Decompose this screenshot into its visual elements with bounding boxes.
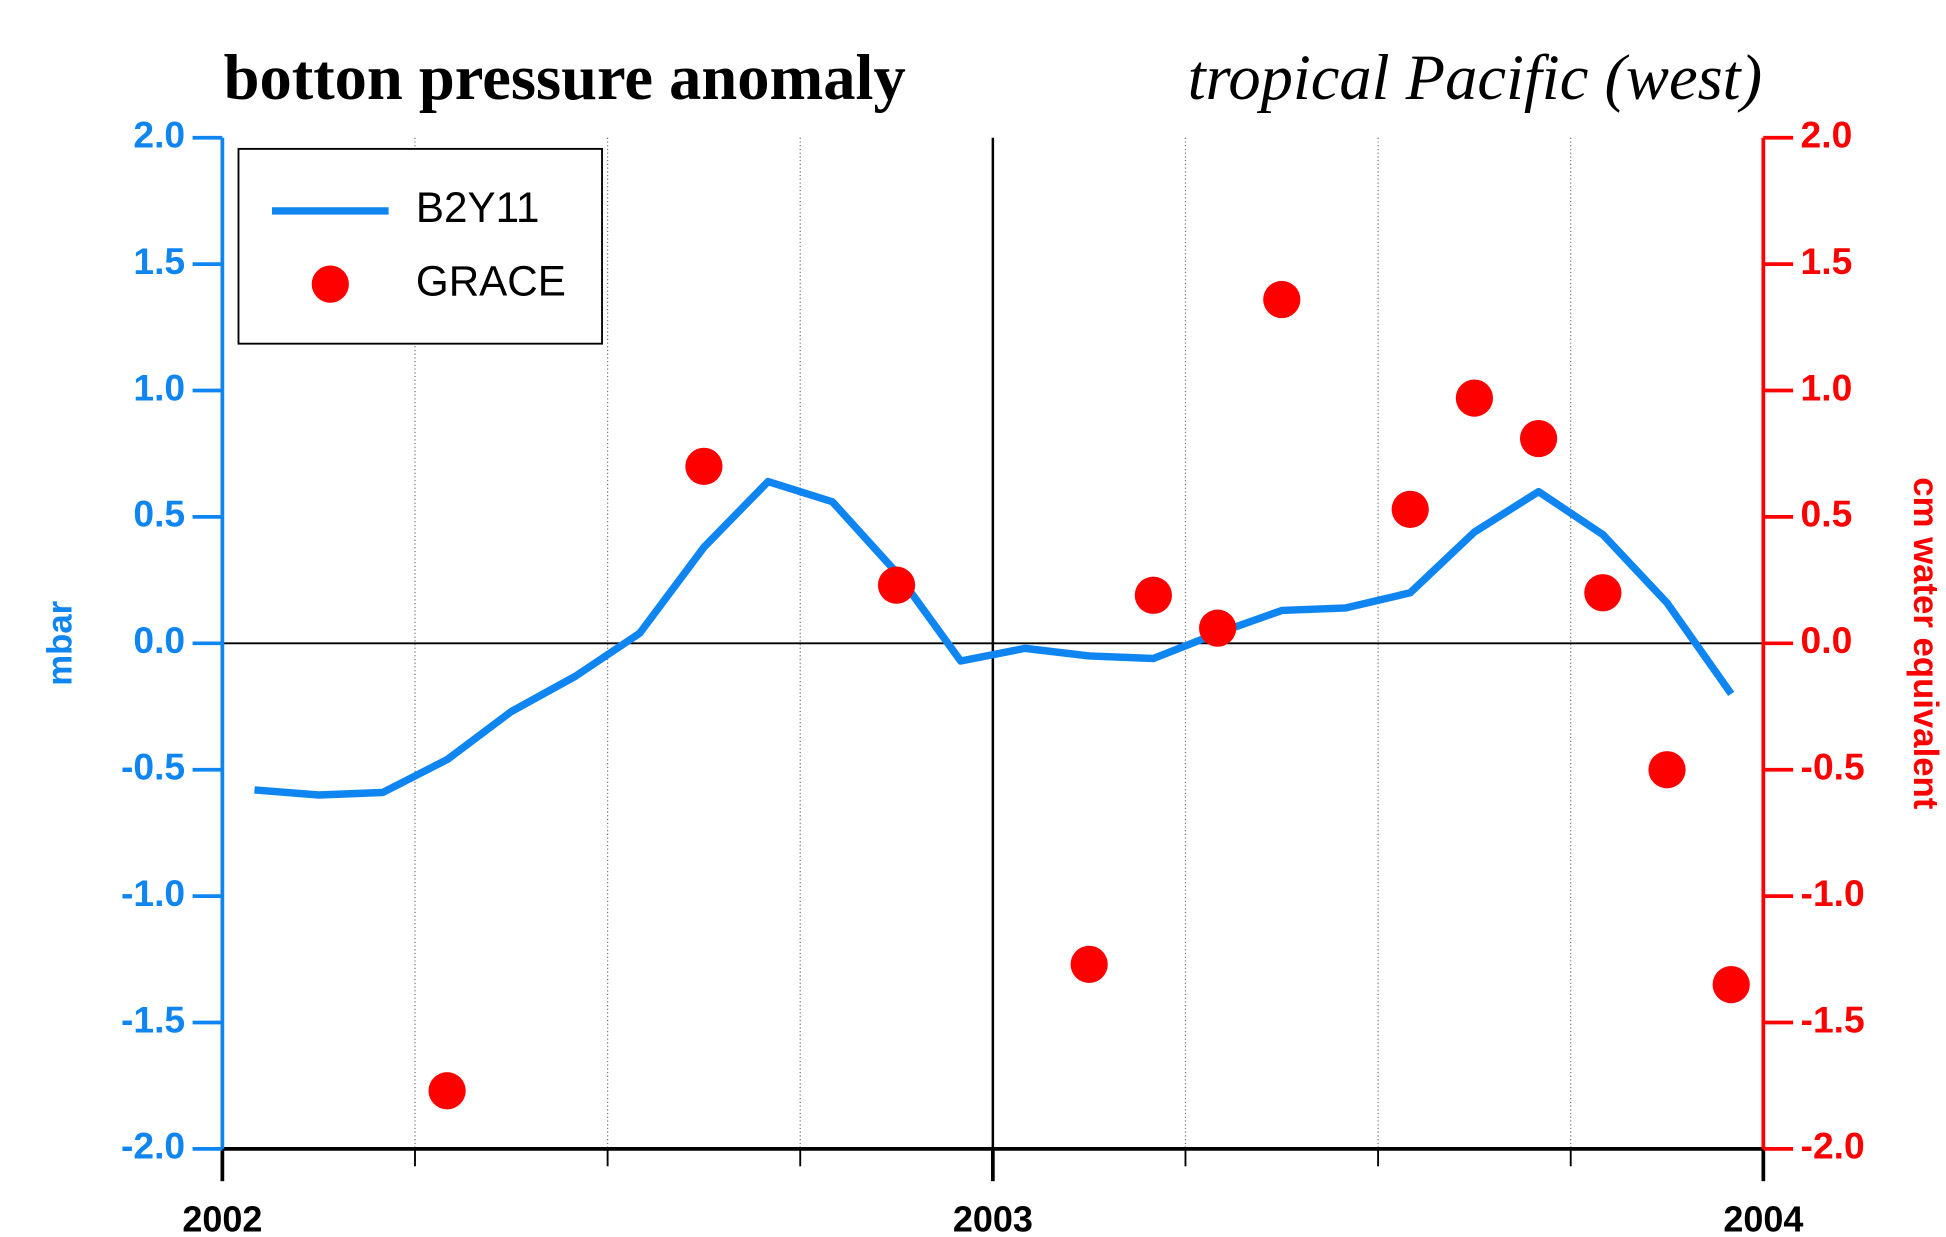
- data-point: [1134, 576, 1172, 614]
- y-tick-label: 0.0: [133, 619, 185, 661]
- y-tick-label: -1.5: [121, 998, 185, 1040]
- data-point: [1455, 379, 1494, 417]
- y2-tick-label: 1.0: [1801, 366, 1853, 408]
- y2-tick-label: -1.5: [1801, 998, 1865, 1040]
- y2-tick-label: -0.5: [1801, 746, 1865, 788]
- data-point: [1648, 751, 1686, 789]
- y2-tick-label: 1.5: [1801, 240, 1853, 282]
- x-tick-label: 2003: [953, 1199, 1033, 1237]
- legend: B2Y11 GRACE: [237, 147, 603, 345]
- data-point: [1519, 419, 1558, 458]
- data-point: [1391, 490, 1429, 528]
- x-tick-label: 2002: [182, 1199, 262, 1237]
- data-point: [685, 447, 723, 485]
- y2-tick-label: -1.0: [1801, 872, 1865, 914]
- y-axis-label: mbar: [41, 601, 79, 686]
- y-tick-label: 2.0: [133, 114, 185, 156]
- legend-marker: [311, 265, 349, 303]
- data-point: [877, 566, 916, 604]
- y-tick-label: 1.5: [133, 240, 185, 282]
- chart-subtitle: tropical Pacific (west): [1188, 42, 1762, 113]
- data-point: [1712, 965, 1750, 1004]
- y-tick-label: -0.5: [121, 746, 185, 788]
- y2-tick-label: 0.0: [1801, 619, 1853, 661]
- y-tick-label: 1.0: [133, 366, 185, 408]
- data-point: [428, 1072, 466, 1110]
- y2-axis-label: cm water equivalent: [1906, 477, 1944, 809]
- y2-tick-label: -2.0: [1801, 1125, 1865, 1167]
- data-point: [1070, 945, 1108, 983]
- legend-label: GRACE: [416, 257, 566, 304]
- legend-label: B2Y11: [416, 184, 540, 231]
- data-point: [1263, 280, 1301, 319]
- x-tick-label: 2004: [1723, 1199, 1803, 1237]
- y2-tick-label: 0.5: [1801, 493, 1853, 535]
- y2-tick-label: 2.0: [1801, 114, 1853, 156]
- legend-box: [237, 147, 603, 345]
- data-point: [1198, 609, 1237, 647]
- chart-title: botton pressure anomaly: [224, 42, 906, 113]
- data-point: [1584, 574, 1622, 612]
- data-line: [254, 477, 1735, 799]
- y-tick-label: 0.5: [133, 493, 185, 535]
- y-tick-label: -1.0: [121, 872, 185, 914]
- y-tick-label: -2.0: [121, 1125, 185, 1167]
